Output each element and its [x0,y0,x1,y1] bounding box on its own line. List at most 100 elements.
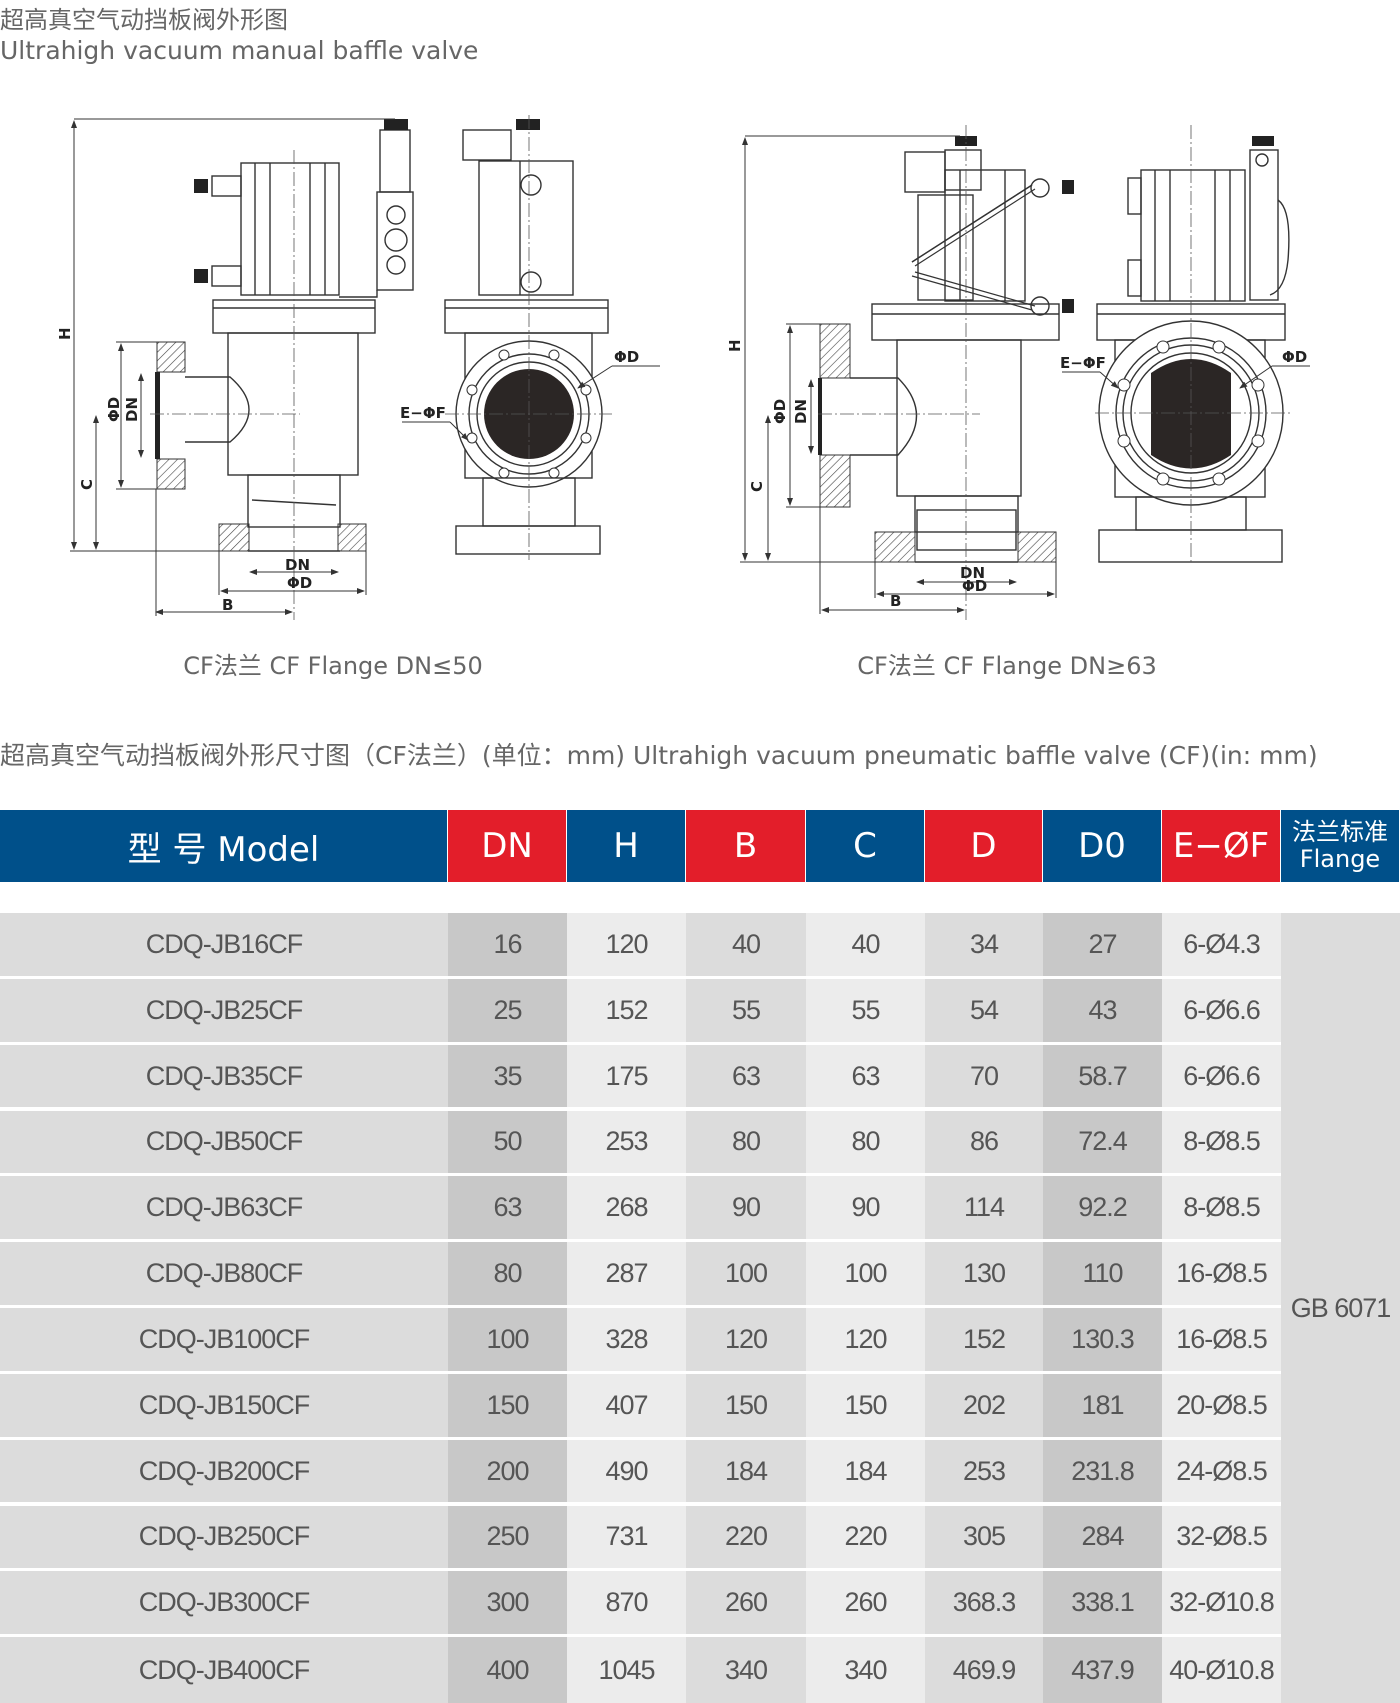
cell-d0: 43 [1043,978,1162,1042]
dim-label-c: C [78,479,96,490]
cell-model: CDQ-JB250CF [0,1505,448,1569]
cell-d: 86 [925,1110,1043,1174]
cell-dn: 150 [448,1373,567,1437]
cell-d: 54 [925,978,1043,1042]
cell-d0: 338.1 [1043,1571,1162,1635]
cell-model: CDQ-JB25CF [0,978,448,1042]
cell-model: CDQ-JB50CF [0,1110,448,1174]
cell-d0: 92.2 [1043,1176,1162,1240]
header-d: D [925,810,1043,882]
dim-label-h: H [726,339,744,352]
cell-e-phif: 8-Ø8.5 [1162,1176,1281,1240]
side-view: H C ΦD DN DN ΦD B [56,118,414,620]
table-row: CDQ-JB80CF 80 287 100 100 130 110 16-Ø8.5 [0,1242,1281,1305]
table-row: CDQ-JB35CF 35 175 63 63 70 58.7 6-Ø6.6 [0,1044,1281,1108]
cell-model: CDQ-JB35CF [0,1044,448,1108]
cell-b: 40 [686,913,806,976]
page-title-en: Ultrahigh vacuum manual baffle valve [0,36,479,65]
cell-d0: 284 [1043,1505,1162,1569]
header-flange-en: Flange [1299,845,1381,873]
cell-d0: 27 [1043,913,1162,976]
dim-label-e-phif: E−ΦF [1060,354,1106,372]
cell-c: 55 [806,978,925,1042]
cell-e-phif: 16-Ø8.5 [1162,1308,1281,1371]
drawing-dn-le-50: H C ΦD DN DN ΦD B [56,115,660,620]
cell-h: 1045 [567,1637,686,1703]
dim-label-phid-bottom: ΦD [287,574,312,592]
table-row: CDQ-JB50CF 50 253 80 80 86 72.4 8-Ø8.5 [0,1110,1281,1174]
cell-c: 184 [806,1439,925,1503]
cell-c: 120 [806,1308,925,1371]
cell-b: 340 [686,1637,806,1703]
cell-b: 120 [686,1308,806,1371]
cell-model: CDQ-JB16CF [0,913,448,976]
cell-b: 150 [686,1373,806,1437]
cell-c: 340 [806,1637,925,1703]
dim-label-e-phif: E−ΦF [400,404,446,422]
drawing-caption-dn-ge-63: CF法兰 CF Flange DN≥63 [857,652,1157,680]
dim-label-b: B [222,596,233,614]
cell-d0: 110 [1043,1242,1162,1305]
table-row: CDQ-JB400CF 400 1045 340 340 469.9 437.9 40-Ø10… [0,1637,1281,1703]
header-h: H [567,810,686,882]
cell-h: 120 [567,913,686,976]
table-row: CDQ-JB150CF 150 407 150 150 202 181 20-Ø8.5 [0,1373,1281,1437]
cell-b: 100 [686,1242,806,1305]
dim-label-dn-side: DN [123,397,141,422]
cell-c: 220 [806,1505,925,1569]
cell-b: 80 [686,1110,806,1174]
dim-label-b: B [890,592,901,610]
cell-e-phif: 32-Ø8.5 [1162,1505,1281,1569]
table-row: CDQ-JB63CF 63 268 90 90 114 92.2 8-Ø8.5 [0,1176,1281,1240]
cell-dn: 63 [448,1176,567,1240]
cell-model: CDQ-JB300CF [0,1571,448,1635]
cell-dn: 400 [448,1637,567,1703]
cell-d: 202 [925,1373,1043,1437]
dim-label-dn-bottom: DN [960,564,985,582]
drawing-dn-ge-63: H C ΦD DN DN ΦD B [726,125,1310,620]
cell-d0: 72.4 [1043,1110,1162,1174]
cell-model: CDQ-JB400CF [0,1637,448,1703]
front-view: E−ΦF ΦD [1060,125,1310,565]
cell-d: 152 [925,1308,1043,1371]
side-view: H C ΦD DN DN ΦD B [726,125,1074,620]
header-model: 型 号 Model [0,810,448,882]
cell-model: CDQ-JB150CF [0,1373,448,1437]
cell-d: 469.9 [925,1637,1043,1703]
dim-label-c: C [748,481,766,492]
cell-dn: 250 [448,1505,567,1569]
cell-model: CDQ-JB100CF [0,1308,448,1371]
cell-dn: 100 [448,1308,567,1371]
cell-d: 253 [925,1439,1043,1503]
cell-dn: 35 [448,1044,567,1108]
cell-d: 114 [925,1176,1043,1240]
cell-d: 130 [925,1242,1043,1305]
cell-d0: 181 [1043,1373,1162,1437]
cell-dn: 80 [448,1242,567,1305]
cell-c: 150 [806,1373,925,1437]
table-row: CDQ-JB16CF 16 120 40 40 34 27 6-Ø4.3 [0,913,1281,976]
cell-h: 268 [567,1176,686,1240]
cell-dn: 25 [448,978,567,1042]
drawing-caption-dn-le-50: CF法兰 CF Flange DN≤50 [183,652,483,680]
cell-b: 55 [686,978,806,1042]
table-header: 型 号 Model DN H B C D D0 E−ØF 法兰标准 Flange [0,810,1400,882]
cell-c: 63 [806,1044,925,1108]
cell-e-phif: 6-Ø6.6 [1162,1044,1281,1108]
cell-c: 260 [806,1571,925,1635]
cell-dn: 300 [448,1571,567,1635]
cell-d0: 437.9 [1043,1637,1162,1703]
cell-h: 407 [567,1373,686,1437]
cell-h: 152 [567,978,686,1042]
cell-c: 100 [806,1242,925,1305]
cell-b: 90 [686,1176,806,1240]
cell-e-phif: 6-Ø6.6 [1162,978,1281,1042]
valve-drawings: H C ΦD DN DN ΦD B [56,115,1310,620]
header-flange: 法兰标准 Flange [1281,810,1400,882]
header-flange-cn: 法兰标准 [1292,818,1388,846]
cell-d: 34 [925,913,1043,976]
table-row: CDQ-JB300CF 300 870 260 260 368.3 338.1 32-Ø10.… [0,1571,1281,1635]
header-d0: D0 [1043,810,1162,882]
cell-c: 40 [806,913,925,976]
cell-b: 260 [686,1571,806,1635]
